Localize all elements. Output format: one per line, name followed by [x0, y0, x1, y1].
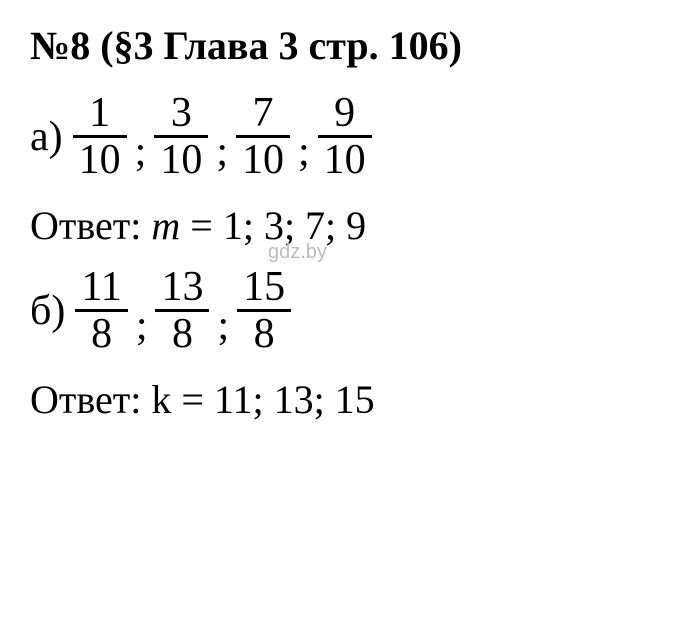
fraction-separator: ; — [298, 128, 310, 182]
page-root: №8 (§3 Глава 3 стр. 106) а) 1 10 ; 3 10 … — [0, 0, 688, 461]
fraction: 15 8 — [237, 265, 291, 356]
part-b-letter: б) — [30, 287, 65, 335]
fraction-numerator: 15 — [237, 265, 291, 309]
fraction-list-a: 1 10 ; 3 10 ; 7 10 ; 9 10 — [73, 91, 372, 182]
fraction-numerator: 1 — [83, 91, 116, 135]
fraction-denominator: 10 — [73, 138, 127, 182]
part-b-answer: Ответ: k = 11; 13; 15 — [30, 376, 658, 423]
fraction: 9 10 — [318, 91, 372, 182]
fraction-denominator: 10 — [236, 138, 290, 182]
fraction: 3 10 — [154, 91, 208, 182]
fraction-numerator: 3 — [165, 91, 198, 135]
fraction-separator: ; — [217, 302, 229, 356]
fraction-numerator: 9 — [328, 91, 361, 135]
answer-values: k = 11; 13; 15 — [151, 377, 374, 422]
answer-label: Ответ: — [30, 377, 151, 422]
part-a-letter: а) — [30, 113, 63, 161]
fraction: 7 10 — [236, 91, 290, 182]
problem-title: №8 (§3 Глава 3 стр. 106) — [30, 22, 658, 69]
fraction-denominator: 10 — [154, 138, 208, 182]
fraction-numerator: 11 — [75, 265, 127, 309]
fraction-separator: ; — [216, 128, 228, 182]
part-b-fractions-row: б) 11 8 ; 13 8 ; 15 8 — [30, 265, 658, 356]
part-a-fractions-row: а) 1 10 ; 3 10 ; 7 10 ; 9 10 — [30, 91, 658, 182]
part-a-answer: Ответ: m = 1; 3; 7; 9 gdz.by — [30, 202, 658, 249]
answer-variable: m — [151, 203, 180, 248]
fraction-list-b: 11 8 ; 13 8 ; 15 8 — [75, 265, 291, 356]
fraction-numerator: 7 — [246, 91, 279, 135]
fraction-denominator: 8 — [85, 312, 118, 356]
fraction: 13 8 — [155, 265, 209, 356]
fraction-separator: ; — [135, 128, 147, 182]
fraction-separator: ; — [136, 302, 148, 356]
fraction-numerator: 13 — [155, 265, 209, 309]
watermark-text: gdz.by — [268, 241, 327, 264]
fraction-denominator: 8 — [166, 312, 199, 356]
fraction-denominator: 10 — [318, 138, 372, 182]
answer-label: Ответ: — [30, 203, 151, 248]
fraction: 11 8 — [75, 265, 127, 356]
fraction-denominator: 8 — [248, 312, 281, 356]
fraction: 1 10 — [73, 91, 127, 182]
